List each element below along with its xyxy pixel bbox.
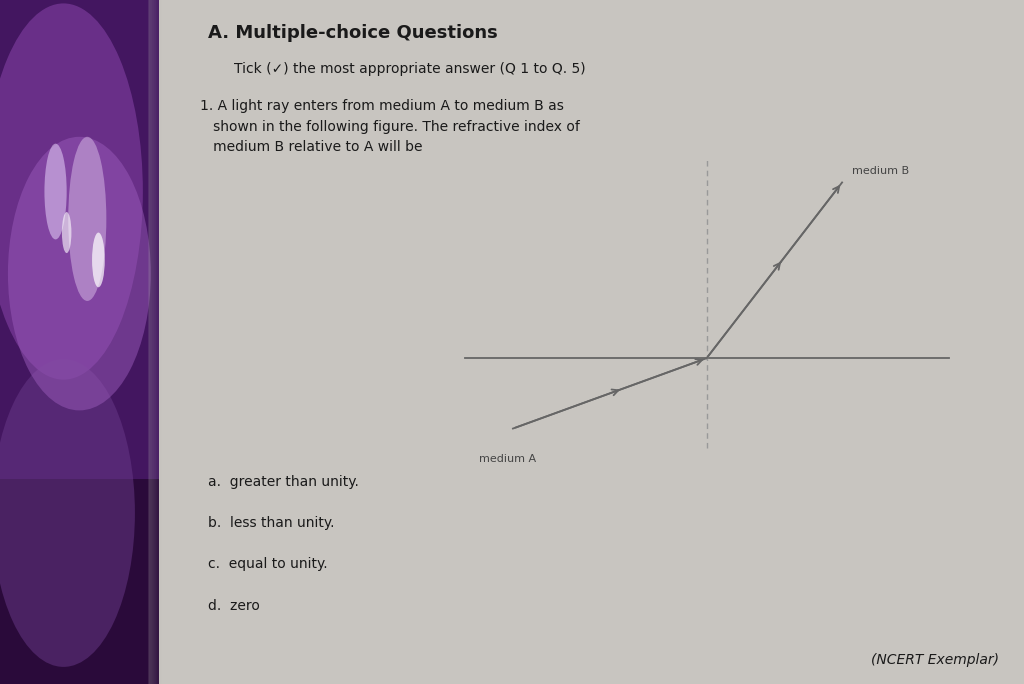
Ellipse shape — [0, 359, 135, 667]
Bar — [151, 0, 152, 684]
Bar — [155, 0, 156, 684]
Bar — [157, 0, 158, 684]
Bar — [150, 0, 152, 684]
Bar — [152, 0, 153, 684]
Bar — [150, 0, 151, 684]
Bar — [158, 0, 159, 684]
Bar — [0, 0, 159, 479]
Circle shape — [92, 233, 104, 287]
Bar — [161, 0, 162, 684]
Bar — [153, 0, 154, 684]
Bar — [159, 0, 160, 684]
Circle shape — [44, 144, 67, 239]
Ellipse shape — [0, 3, 143, 380]
Bar — [153, 0, 155, 684]
Bar — [158, 0, 160, 684]
Text: A. Multiple-choice Questions: A. Multiple-choice Questions — [208, 24, 498, 42]
Bar — [148, 0, 150, 684]
Bar — [160, 0, 162, 684]
Text: medium B: medium B — [852, 166, 909, 176]
Bar — [155, 0, 156, 684]
Circle shape — [61, 212, 72, 253]
Text: a.  greater than unity.: a. greater than unity. — [208, 475, 359, 489]
Ellipse shape — [8, 137, 151, 410]
Bar — [154, 0, 155, 684]
Bar — [156, 0, 158, 684]
Text: c.  equal to unity.: c. equal to unity. — [208, 557, 328, 571]
Bar — [152, 0, 153, 684]
Text: 1. A light ray enters from medium A to medium B as
   shown in the following fig: 1. A light ray enters from medium A to m… — [200, 99, 580, 155]
Text: (NCERT Exemplar): (NCERT Exemplar) — [870, 653, 998, 667]
Text: medium A: medium A — [479, 454, 537, 464]
Text: b.  less than unity.: b. less than unity. — [208, 516, 335, 530]
Bar — [156, 0, 157, 684]
Text: Tick (✓) the most appropriate answer (Q 1 to Q. 5): Tick (✓) the most appropriate answer (Q … — [233, 62, 585, 75]
Bar — [160, 0, 161, 684]
Text: d.  zero: d. zero — [208, 598, 260, 612]
Circle shape — [69, 137, 106, 301]
